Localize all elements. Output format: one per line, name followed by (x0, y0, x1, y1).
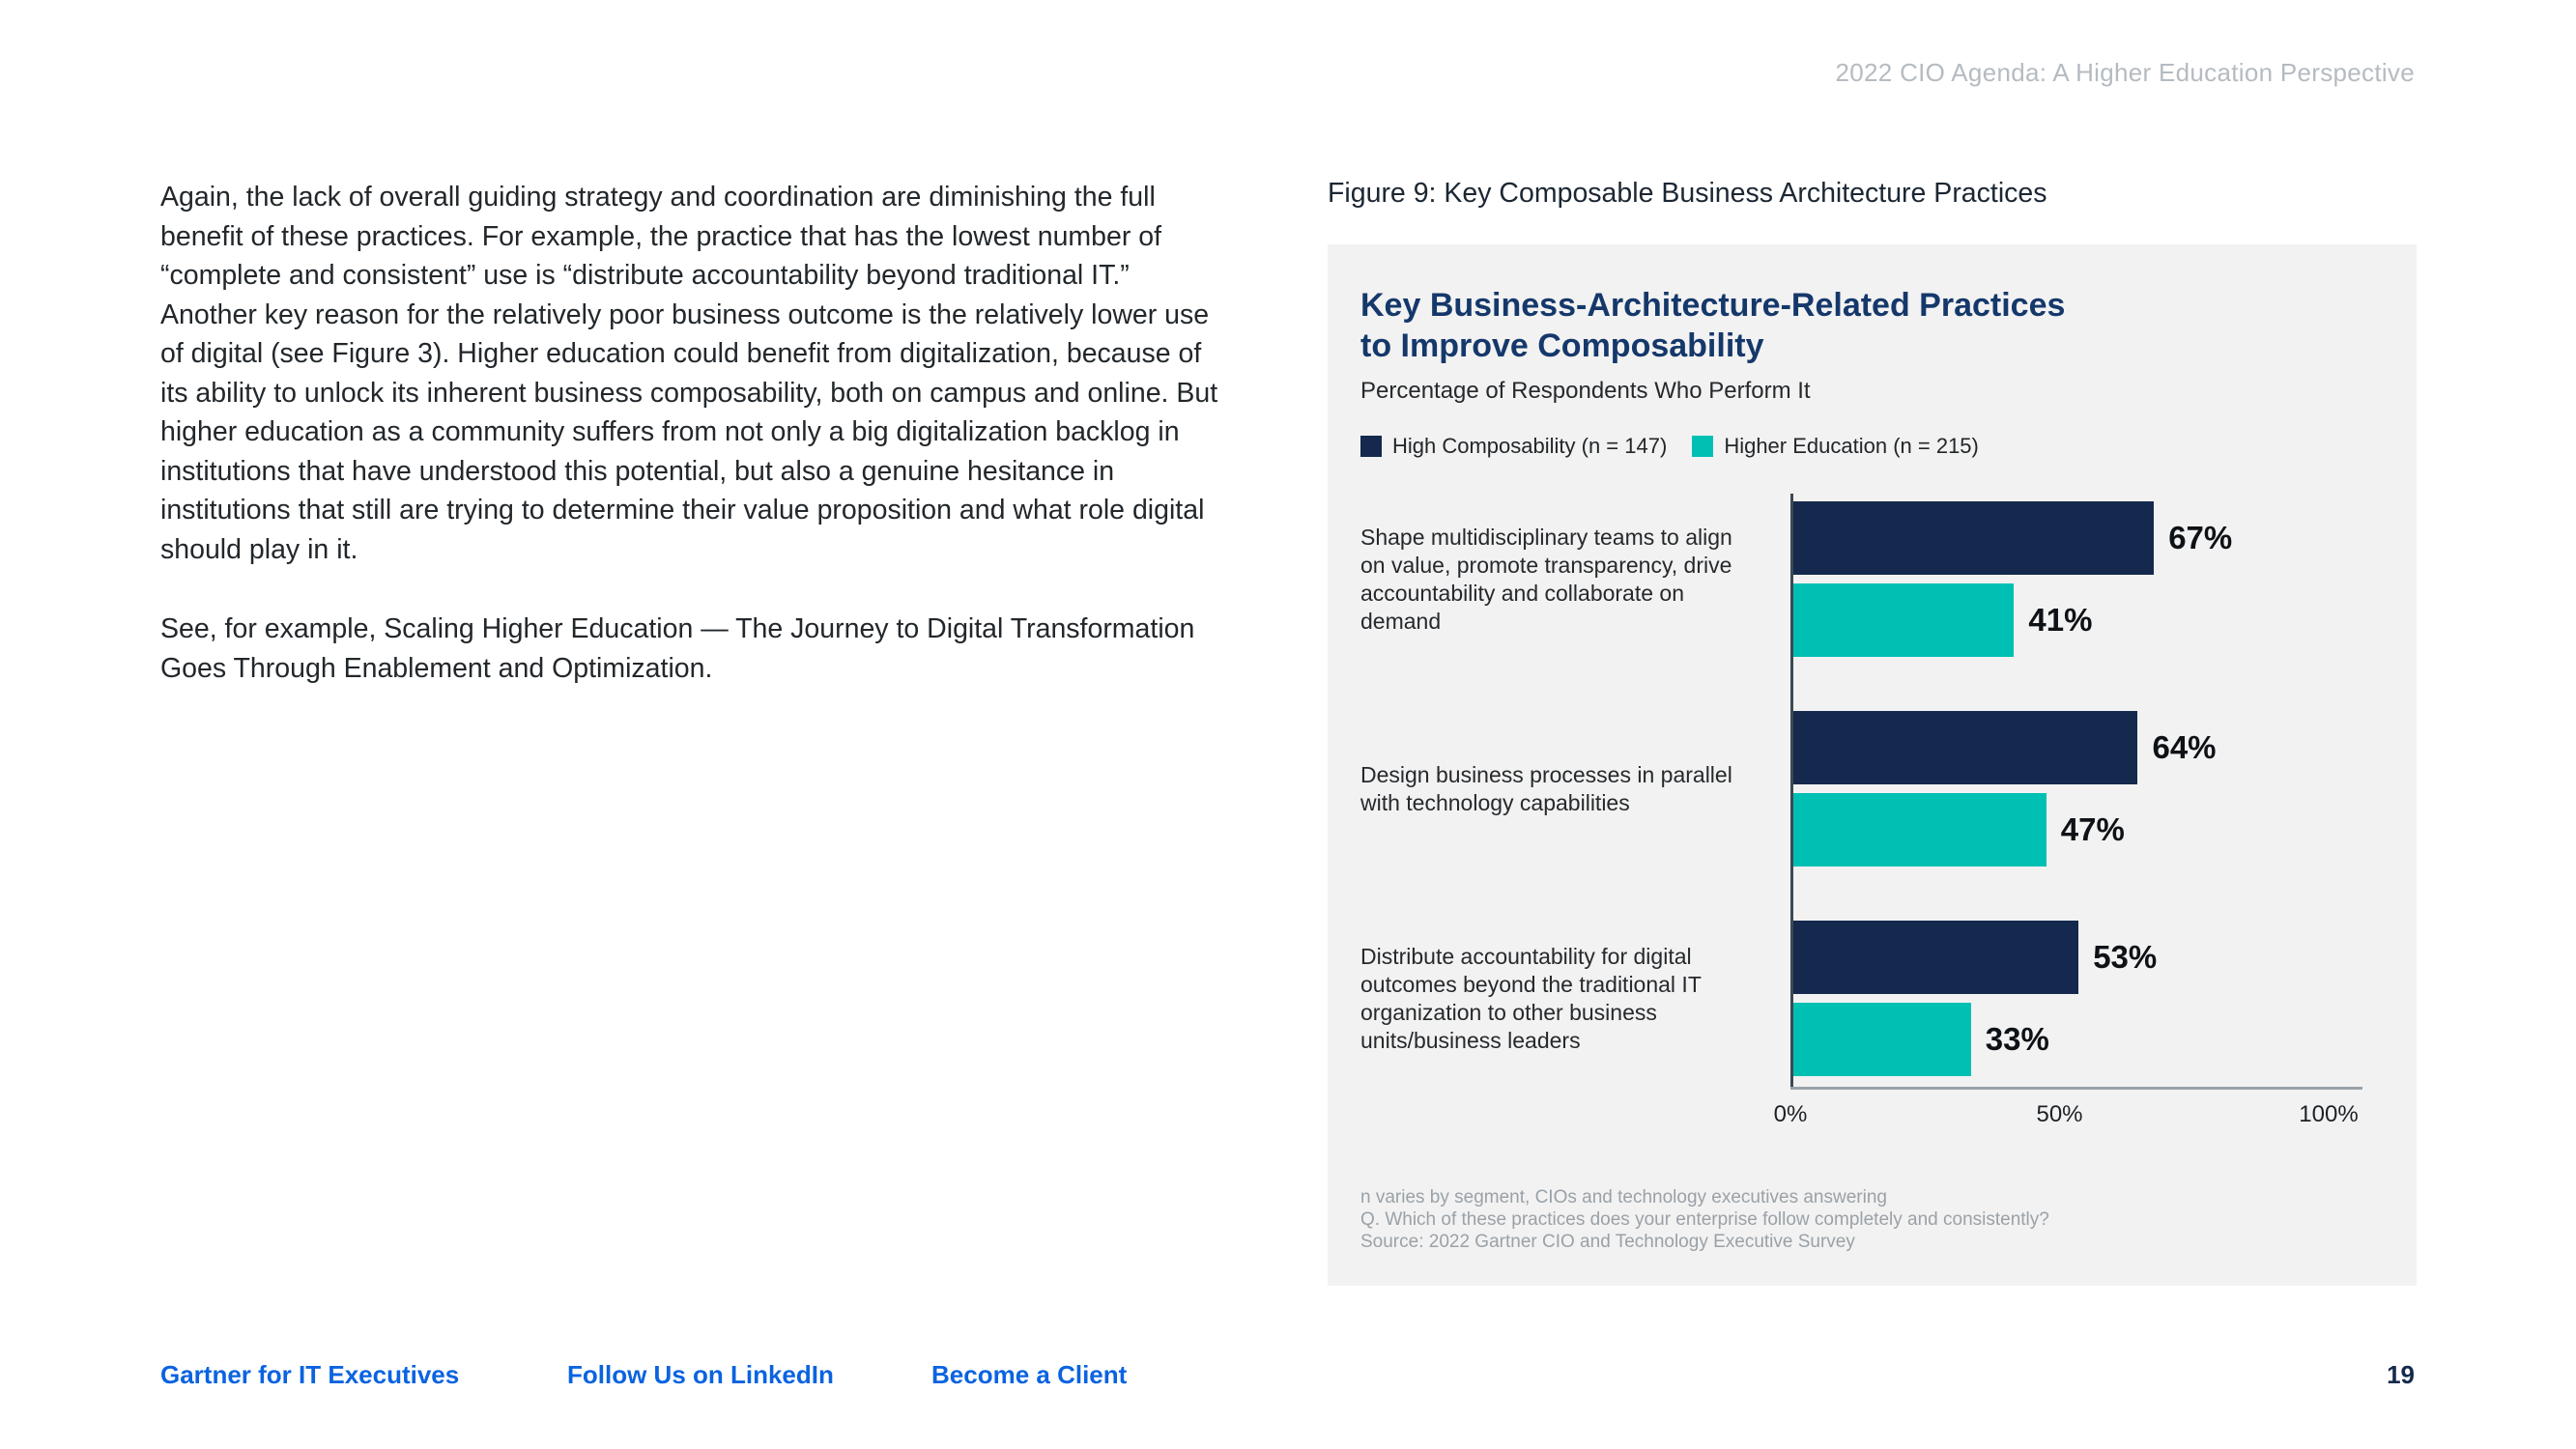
legend-label: Higher Education (n = 215) (1724, 434, 1979, 458)
bar-pair: 53% 33% (1793, 921, 2384, 1076)
page-footer: Gartner for IT Executives Follow Us on L… (0, 1360, 2576, 1403)
bar-chart: Shape multidisciplinary teams to align o… (1360, 494, 2384, 1132)
bar-value-label: 67% (2168, 520, 2233, 555)
figure-panel: Key Business-Architecture-Related Practi… (1328, 244, 2417, 1286)
bar-higher-education (1793, 583, 2015, 657)
legend-swatch-navy (1360, 436, 1382, 457)
bar-high-composability (1793, 921, 2079, 994)
x-axis-tick-label: 0% (1773, 1101, 1808, 1127)
chart-subtitle: Percentage of Respondents Who Perform It (1360, 378, 1811, 404)
page-number: 19 (2387, 1360, 2415, 1389)
legend-label: High Composability (n = 147) (1392, 434, 1668, 458)
bar-high-composability (1793, 711, 2138, 784)
category-label: Design business processes in parallel wi… (1360, 761, 1732, 815)
body-paragraph-2: See, for example, Scaling Higher Educati… (160, 613, 1195, 684)
bar-row: 53% (1793, 921, 2332, 994)
chart-footnotes: n varies by segment, CIOs and technology… (1360, 1186, 2384, 1253)
figure-column: Figure 9: Key Composable Business Archit… (1328, 178, 2417, 1286)
x-axis-line (1790, 1087, 2362, 1090)
bar-row: 67% (1793, 501, 2332, 575)
legend-swatch-teal (1692, 436, 1714, 457)
category-label: Shape multidisciplinary teams to align o… (1360, 524, 1732, 634)
legend-item-high-composability: High Composability (n = 147) (1360, 434, 1667, 459)
running-header: 2022 CIO Agenda: A Higher Education Pers… (1835, 58, 2415, 87)
legend-item-higher-education: Higher Education (n = 215) (1692, 434, 1979, 459)
x-axis: 0% 50% 100% (1774, 1101, 2359, 1132)
bar-high-composability (1793, 501, 2155, 575)
footer-link-follow-us-on-linkedin[interactable]: Follow Us on LinkedIn (567, 1360, 834, 1389)
x-axis-tick-label: 100% (2299, 1101, 2359, 1127)
footnote-question: Q. Which of these practices does your en… (1360, 1209, 2049, 1230)
y-axis-line (1790, 494, 1793, 1090)
bar-row: 47% (1793, 793, 2332, 867)
chart-title-line-2: to Improve Composability (1360, 327, 1764, 364)
chart-category-group: Distribute accountability for digital ou… (1360, 921, 2384, 1076)
footnote-source: Source: 2022 Gartner CIO and Technology … (1360, 1232, 1855, 1252)
footnote-n-varies: n varies by segment, CIOs and technology… (1360, 1187, 1887, 1208)
figure-caption: Figure 9: Key Composable Business Archit… (1328, 178, 2047, 209)
bar-value-label: 33% (1985, 1021, 2049, 1057)
x-axis-tick-label: 50% (2036, 1101, 2083, 1127)
chart-legend: High Composability (n = 147) Higher Educ… (1360, 434, 2384, 459)
category-label: Distribute accountability for digital ou… (1360, 943, 1702, 1053)
bar-row: 64% (1793, 711, 2332, 784)
footer-link-become-a-client[interactable]: Become a Client (931, 1360, 1128, 1389)
bar-higher-education (1793, 1003, 1971, 1076)
chart-groups: Shape multidisciplinary teams to align o… (1360, 501, 2384, 1076)
plot-area: Shape multidisciplinary teams to align o… (1360, 494, 2384, 1090)
body-text-column: Again, the lack of overall guiding strat… (160, 178, 1231, 728)
bar-value-label: 64% (2152, 729, 2217, 765)
bar-pair: 64% 47% (1793, 711, 2384, 867)
bar-row: 41% (1793, 583, 2332, 657)
body-paragraph-1: Again, the lack of overall guiding strat… (160, 182, 1218, 565)
chart-title: Key Business-Architecture-Related Practi… (1360, 285, 2384, 366)
bar-value-label: 47% (2060, 811, 2125, 847)
bar-value-label: 53% (2093, 939, 2158, 975)
chart-category-group: Design business processes in parallel wi… (1360, 711, 2384, 867)
bar-value-label: 41% (2028, 602, 2093, 638)
bar-higher-education (1793, 793, 2046, 867)
bar-row: 33% (1793, 1003, 2332, 1076)
chart-title-line-1: Key Business-Architecture-Related Practi… (1360, 287, 2066, 324)
chart-category-group: Shape multidisciplinary teams to align o… (1360, 501, 2384, 657)
bar-pair: 67% 41% (1793, 501, 2384, 657)
footer-link-gartner-for-it-executives[interactable]: Gartner for IT Executives (160, 1360, 460, 1389)
